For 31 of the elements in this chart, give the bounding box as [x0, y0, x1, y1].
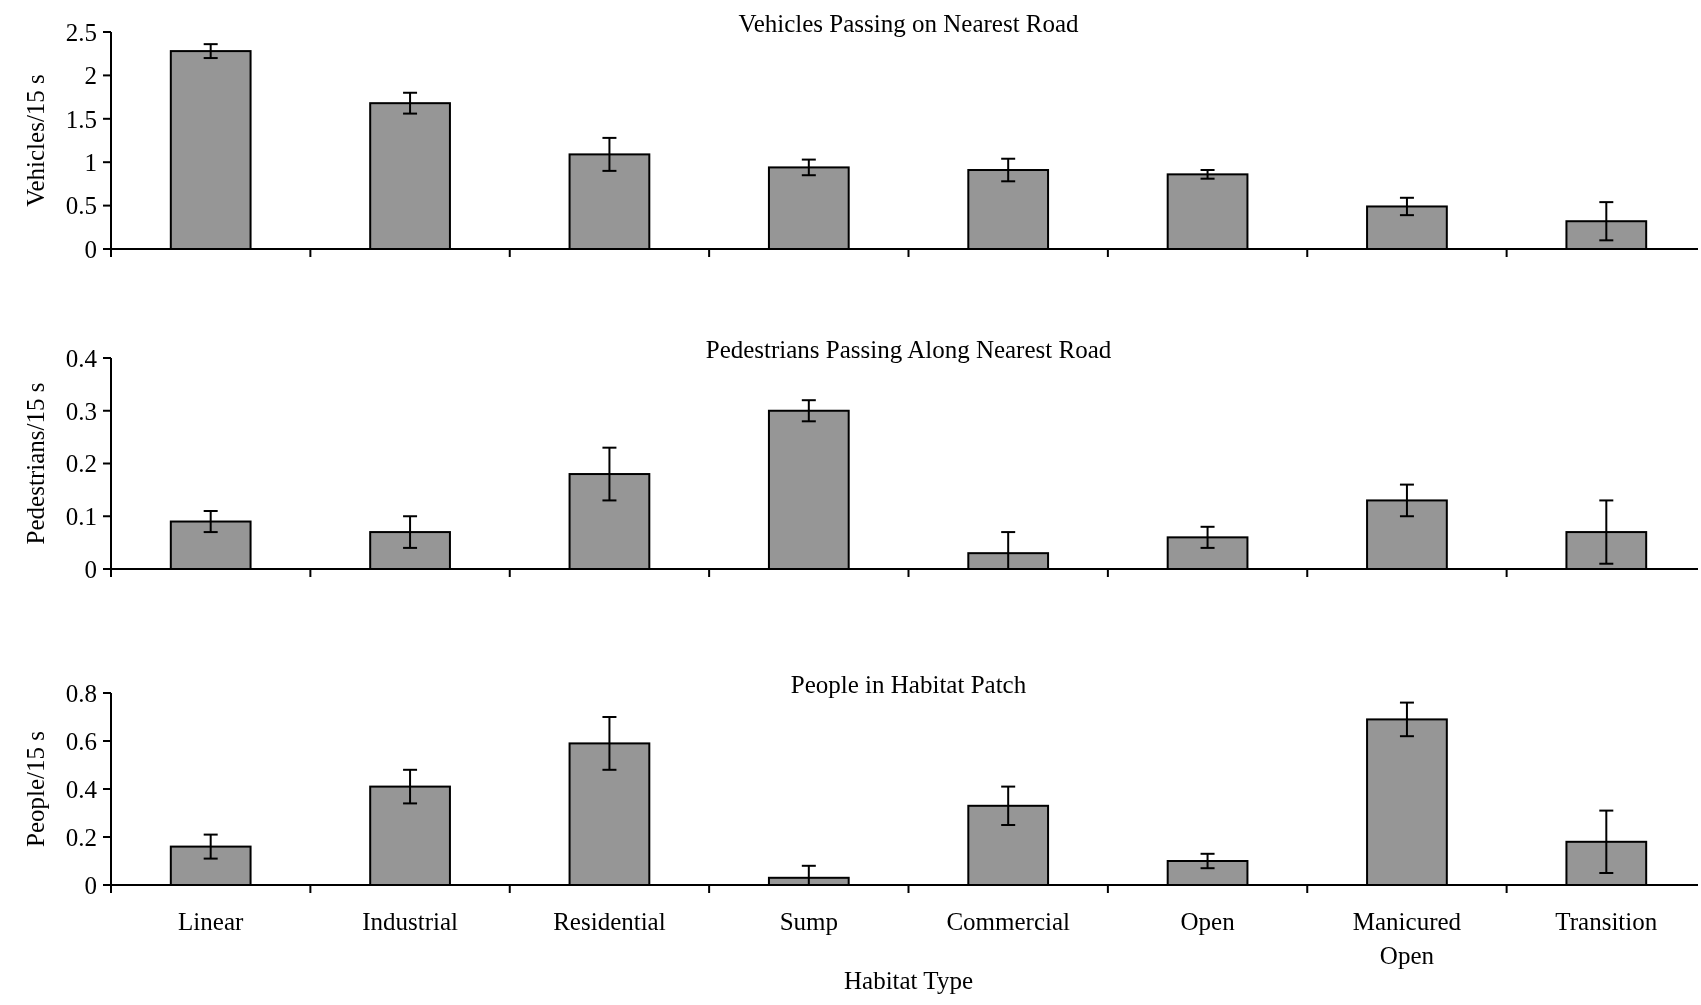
y-tick-label: 0 — [84, 235, 97, 263]
y-tick-label: 0.3 — [65, 397, 97, 425]
y-axis-title: Pedestrians/15 s — [22, 382, 49, 545]
x-tick-label: Industrial — [362, 908, 459, 935]
y-tick-label: 0 — [84, 555, 97, 583]
y-tick-label: 2 — [84, 62, 97, 90]
y-tick-label: 1 — [84, 148, 97, 176]
chart-title: Vehicles Passing on Nearest Road — [738, 10, 1080, 37]
x-axis-title: Habitat Type — [843, 967, 974, 994]
y-tick-label: 1.5 — [65, 105, 97, 133]
y-tick-label: 0.2 — [65, 450, 97, 478]
y-axis-title: Vehicles/15 s — [22, 74, 49, 207]
y-axis-title: People/15 s — [22, 731, 49, 847]
y-tick-label: 0.4 — [65, 775, 98, 803]
x-tick-label: Commercial — [946, 908, 1071, 935]
x-tick-label: Open — [1180, 908, 1236, 935]
y-tick-label: 0.8 — [65, 679, 97, 707]
x-tick-label: Residential — [553, 908, 666, 935]
y-tick-label: 2.5 — [65, 18, 97, 46]
y-tick-label: 0.2 — [65, 823, 97, 851]
y-tick-label: 0.6 — [65, 727, 97, 755]
x-tick-label: Transition — [1555, 908, 1658, 935]
y-tick-label: 0.5 — [65, 192, 97, 220]
x-tick-label: Linear — [178, 908, 244, 935]
x-tick-label: Manicured Open — [1352, 908, 1462, 969]
x-tick-label: Sump — [779, 908, 838, 935]
chart-title: People in Habitat Patch — [790, 671, 1027, 698]
y-tick-label: 0.4 — [65, 344, 98, 372]
chart-title: Pedestrians Passing Along Nearest Road — [705, 336, 1112, 363]
y-tick-label: 0.1 — [65, 503, 97, 530]
y-tick-label: 0 — [84, 871, 97, 899]
